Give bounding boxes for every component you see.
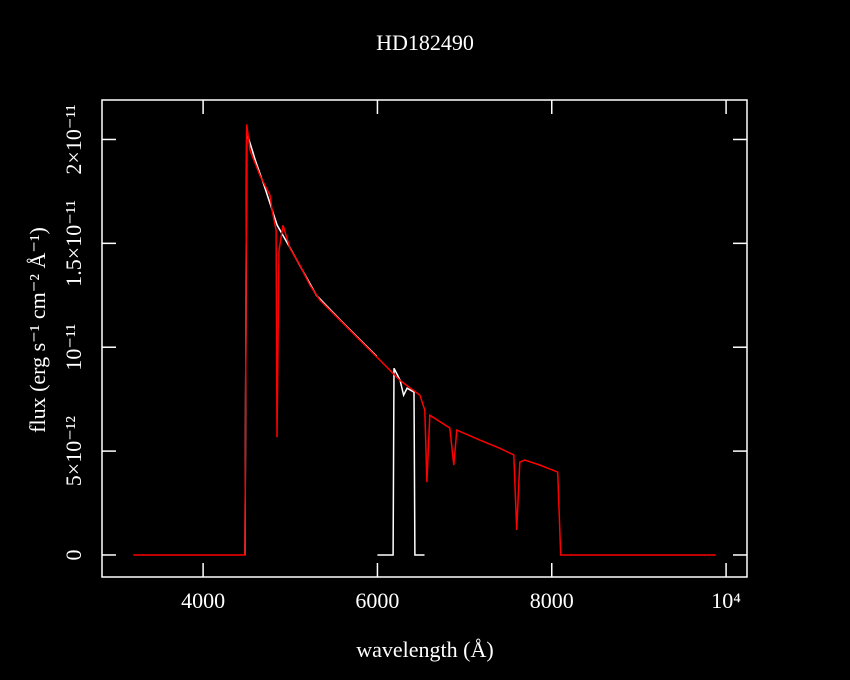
y-tick-label: 1.5×10⁻¹¹ (61, 200, 86, 287)
x-tick-label: 6000 (355, 588, 399, 613)
y-tick-label: 2×10⁻¹¹ (61, 104, 86, 174)
y-tick-label: 5×10⁻¹² (61, 416, 86, 487)
chart-title: HD182490 (376, 30, 474, 55)
x-tick-label: 10⁴ (711, 588, 741, 613)
y-tick-label: 0 (61, 549, 86, 560)
spectrum-line (133, 124, 716, 556)
y-tick-label: 10⁻¹¹ (61, 324, 86, 371)
y-axis-label: flux (erg s⁻¹ cm⁻² Å⁻¹) (25, 227, 50, 433)
x-axis-label: wavelength (Å) (356, 637, 493, 662)
x-tick-label: 8000 (530, 588, 574, 613)
x-tick-label: 4000 (181, 588, 225, 613)
plot-frame (101, 99, 748, 578)
